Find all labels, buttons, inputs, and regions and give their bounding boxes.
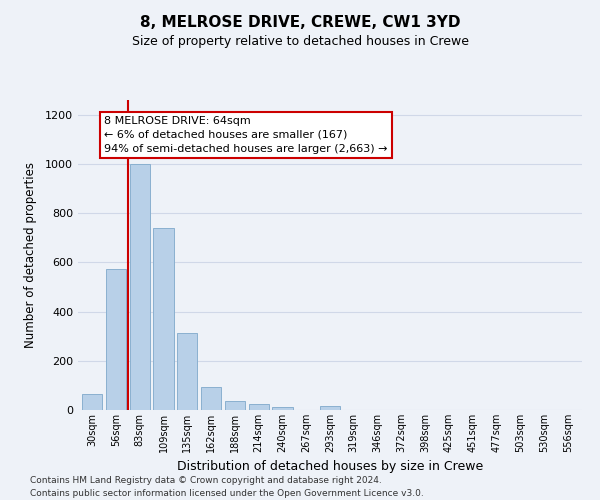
Bar: [177, 332, 197, 410]
Bar: [130, 164, 150, 410]
X-axis label: Distribution of detached houses by size in Crewe: Distribution of detached houses by size …: [177, 460, 483, 473]
Bar: [82, 394, 103, 410]
Text: 8 MELROSE DRIVE: 64sqm
← 6% of detached houses are smaller (167)
94% of semi-det: 8 MELROSE DRIVE: 64sqm ← 6% of detached …: [104, 116, 388, 154]
Bar: [225, 400, 245, 410]
Text: Contains public sector information licensed under the Open Government Licence v3: Contains public sector information licen…: [30, 488, 424, 498]
Bar: [106, 268, 126, 410]
Text: Contains HM Land Registry data © Crown copyright and database right 2024.: Contains HM Land Registry data © Crown c…: [30, 476, 382, 485]
Bar: [154, 228, 173, 410]
Bar: [201, 386, 221, 410]
Bar: [320, 406, 340, 410]
Text: Size of property relative to detached houses in Crewe: Size of property relative to detached ho…: [131, 35, 469, 48]
Y-axis label: Number of detached properties: Number of detached properties: [23, 162, 37, 348]
Text: 8, MELROSE DRIVE, CREWE, CW1 3YD: 8, MELROSE DRIVE, CREWE, CW1 3YD: [140, 15, 460, 30]
Bar: [248, 404, 269, 410]
Bar: [272, 407, 293, 410]
